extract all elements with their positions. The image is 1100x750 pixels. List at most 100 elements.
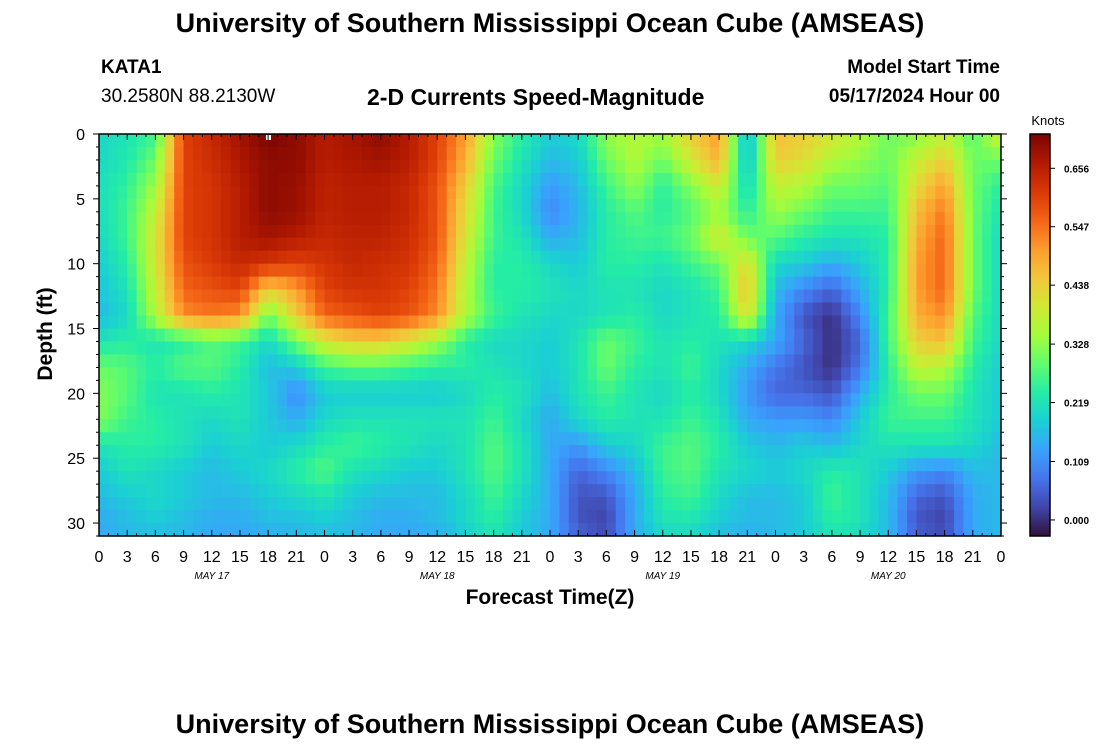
heatmap-cell [672, 523, 683, 536]
heatmap-cell [474, 497, 485, 511]
heatmap-cell [822, 341, 833, 356]
heatmap-cell [503, 224, 514, 239]
heatmap-cell [390, 263, 401, 278]
heatmap-cell [484, 146, 495, 161]
heatmap-cell [888, 523, 899, 536]
heatmap-cell [108, 432, 119, 446]
heatmap-cell [878, 289, 889, 304]
heatmap-cell [474, 198, 485, 213]
heatmap-cell [831, 341, 842, 356]
heatmap-cell [239, 432, 250, 446]
heatmap-cell [747, 419, 758, 433]
heatmap-cell [681, 159, 692, 174]
heatmap-cell [954, 224, 965, 239]
heatmap-cell [888, 419, 899, 433]
heatmap-cell [559, 497, 570, 511]
heatmap-cell [456, 172, 467, 187]
heatmap-cell [108, 289, 119, 304]
heatmap-cell [690, 263, 701, 278]
heatmap-cell [860, 198, 871, 213]
heatmap-cell [784, 432, 795, 446]
heatmap-cell [108, 276, 119, 291]
heatmap-cell [897, 289, 908, 304]
heatmap-cell [831, 328, 842, 343]
heatmap-cell [869, 393, 880, 407]
heatmap-cell [521, 276, 532, 291]
heatmap-cell [531, 523, 542, 536]
heatmap-cell [559, 328, 570, 343]
heatmap-cell [897, 159, 908, 174]
heatmap-cell [775, 198, 786, 213]
heatmap-cell [719, 237, 730, 252]
heatmap-cell [831, 237, 842, 252]
heatmap-cell [568, 458, 579, 472]
heatmap-cell [728, 419, 739, 433]
heatmap-cell [766, 289, 777, 304]
heatmap-cell [625, 523, 636, 536]
x-tick-label: 18 [710, 549, 728, 566]
heatmap-cell [634, 458, 645, 472]
heatmap-cell [427, 211, 438, 226]
heatmap-cell [277, 458, 288, 472]
heatmap-cell [493, 484, 504, 498]
heatmap-cell [596, 159, 607, 174]
heatmap-cell [164, 328, 175, 343]
heatmap-cell [794, 510, 805, 524]
heatmap-cell [315, 302, 326, 317]
heatmap-cell [991, 237, 1001, 252]
heatmap-cell [136, 185, 147, 200]
heatmap-cell [860, 237, 871, 252]
heatmap-cell [596, 445, 607, 459]
heatmap-cell [409, 406, 420, 420]
heatmap-cell [174, 367, 185, 381]
heatmap-cell [305, 185, 316, 200]
heatmap-cell [540, 406, 551, 420]
heatmap-cell [230, 302, 241, 317]
heatmap-cell [324, 289, 335, 304]
heatmap-cell [803, 198, 814, 213]
heatmap-cell [465, 341, 476, 356]
heatmap-cell [935, 146, 946, 161]
heatmap-cell [907, 432, 918, 446]
heatmap-cell [784, 211, 795, 226]
heatmap-cell [662, 211, 673, 226]
heatmap-cell [954, 263, 965, 278]
heatmap-cell [390, 510, 401, 524]
heatmap-cell [606, 484, 617, 498]
heatmap-cell [380, 263, 391, 278]
heatmap-cell [878, 198, 889, 213]
heatmap-cell [531, 328, 542, 343]
heatmap-cell [286, 289, 297, 304]
heatmap-cell [831, 276, 842, 291]
heatmap-cell [108, 185, 119, 200]
heatmap-cell [446, 458, 457, 472]
heatmap-cell [756, 445, 767, 459]
heatmap-cell [662, 172, 673, 187]
heatmap-cell [315, 315, 326, 330]
heatmap-cell [258, 134, 269, 148]
heatmap-cell [268, 341, 279, 356]
heatmap-cell [925, 497, 936, 511]
heatmap-cell [672, 224, 683, 239]
heatmap-cell [333, 523, 344, 536]
heatmap-cell [117, 250, 128, 265]
heatmap-cell [935, 289, 946, 304]
heatmap-cell [174, 159, 185, 174]
heatmap-cell [982, 471, 993, 485]
heatmap-cell [756, 471, 767, 485]
heatmap-cell [409, 484, 420, 498]
heatmap-cell [643, 224, 654, 239]
heatmap-cell [380, 367, 391, 381]
heatmap-cell [550, 523, 560, 536]
heatmap-cell [794, 419, 805, 433]
heatmap-cell [239, 302, 250, 317]
heatmap-cell [963, 289, 974, 304]
heatmap-cell [136, 276, 147, 291]
x-tick-label: 18 [485, 549, 503, 566]
heatmap-cell [803, 315, 814, 330]
heatmap-cell [700, 172, 711, 187]
heatmap-cell [484, 276, 495, 291]
heatmap-cell [305, 328, 316, 343]
heatmap-cell [606, 250, 617, 265]
heatmap-cell [653, 354, 664, 369]
